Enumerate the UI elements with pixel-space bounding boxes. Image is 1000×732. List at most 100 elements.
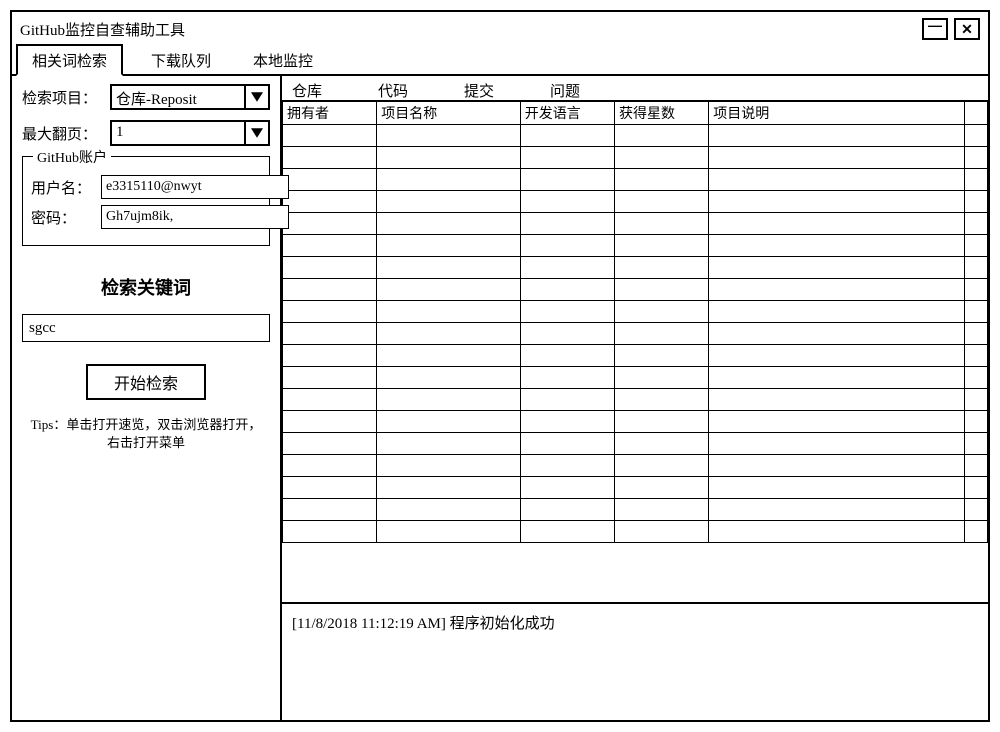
table-cell bbox=[709, 147, 965, 169]
table-cell bbox=[965, 213, 988, 235]
table-cell bbox=[614, 323, 708, 345]
table-cell bbox=[283, 455, 377, 477]
table-row[interactable] bbox=[283, 521, 988, 543]
max-page-select[interactable]: 1 bbox=[110, 120, 270, 146]
table-row[interactable] bbox=[283, 433, 988, 455]
table-cell bbox=[520, 235, 614, 257]
table-cell bbox=[709, 389, 965, 411]
tab-download-queue[interactable]: 下载队列 bbox=[137, 46, 225, 74]
search-button[interactable]: 开始检索 bbox=[86, 364, 206, 400]
table-cell bbox=[520, 411, 614, 433]
table-cell bbox=[283, 279, 377, 301]
table-cell bbox=[709, 235, 965, 257]
table-row[interactable] bbox=[283, 345, 988, 367]
table-cell bbox=[709, 323, 965, 345]
table-row[interactable] bbox=[283, 213, 988, 235]
subtab-commit[interactable]: 提交 bbox=[464, 80, 494, 98]
table-cell bbox=[965, 433, 988, 455]
table-cell bbox=[614, 235, 708, 257]
table-cell bbox=[283, 345, 377, 367]
search-item-select[interactable]: 仓库-Reposit bbox=[110, 84, 270, 110]
table-cell bbox=[965, 125, 988, 147]
tab-local-monitor[interactable]: 本地监控 bbox=[239, 46, 327, 74]
chevron-down-icon bbox=[244, 86, 268, 108]
table-cell bbox=[377, 367, 520, 389]
table-cell bbox=[377, 191, 520, 213]
github-account-group: GitHub账户 用户名： 密码： bbox=[22, 156, 270, 246]
password-input[interactable] bbox=[101, 205, 289, 229]
table-row[interactable] bbox=[283, 257, 988, 279]
table-cell bbox=[283, 125, 377, 147]
table-row[interactable] bbox=[283, 279, 988, 301]
close-button[interactable]: ✕ bbox=[954, 18, 980, 40]
table-header-row: 拥有者项目名称开发语言获得星数项目说明 bbox=[283, 102, 988, 125]
table-cell bbox=[377, 433, 520, 455]
table-cell bbox=[377, 147, 520, 169]
keyword-input[interactable] bbox=[22, 314, 270, 342]
search-item-label: 检索项目： bbox=[22, 87, 104, 108]
table-cell bbox=[614, 521, 708, 543]
table-cell bbox=[283, 389, 377, 411]
table-cell bbox=[283, 213, 377, 235]
table-cell bbox=[283, 257, 377, 279]
table-cell bbox=[614, 213, 708, 235]
table-cell bbox=[520, 279, 614, 301]
table-cell bbox=[377, 455, 520, 477]
scroll-gutter bbox=[965, 102, 988, 125]
sidebar: 检索项目： 仓库-Reposit 最大翻页： 1 Git bbox=[12, 76, 280, 720]
table-row[interactable] bbox=[283, 125, 988, 147]
table-cell bbox=[283, 521, 377, 543]
table-cell bbox=[520, 257, 614, 279]
minimize-button[interactable]: — bbox=[922, 18, 948, 40]
table-row[interactable] bbox=[283, 191, 988, 213]
table-cell bbox=[709, 367, 965, 389]
table-row[interactable] bbox=[283, 411, 988, 433]
table-body bbox=[283, 125, 988, 543]
table-cell bbox=[283, 191, 377, 213]
table-row[interactable] bbox=[283, 499, 988, 521]
table-cell bbox=[965, 367, 988, 389]
column-header[interactable]: 拥有者 bbox=[283, 102, 377, 125]
table-cell bbox=[520, 367, 614, 389]
table-cell bbox=[283, 367, 377, 389]
table-row[interactable] bbox=[283, 235, 988, 257]
search-item-row: 检索项目： 仓库-Reposit bbox=[22, 84, 270, 110]
subtab-repo[interactable]: 仓库 bbox=[292, 80, 322, 98]
column-header[interactable]: 项目说明 bbox=[709, 102, 965, 125]
table-cell bbox=[377, 499, 520, 521]
table-cell bbox=[614, 257, 708, 279]
table-cell bbox=[965, 323, 988, 345]
table-cell bbox=[614, 433, 708, 455]
table-cell bbox=[709, 477, 965, 499]
table-row[interactable] bbox=[283, 455, 988, 477]
tabstrip: 相关词检索 下载队列 本地监控 bbox=[12, 48, 988, 76]
table-cell bbox=[965, 345, 988, 367]
table-cell bbox=[614, 301, 708, 323]
table-row[interactable] bbox=[283, 169, 988, 191]
column-header[interactable]: 获得星数 bbox=[614, 102, 708, 125]
table-row[interactable] bbox=[283, 147, 988, 169]
tab-keyword-search[interactable]: 相关词检索 bbox=[16, 44, 123, 76]
table-cell bbox=[965, 147, 988, 169]
table-row[interactable] bbox=[283, 301, 988, 323]
table-row[interactable] bbox=[283, 323, 988, 345]
table-cell bbox=[965, 411, 988, 433]
table-cell bbox=[709, 279, 965, 301]
table-cell bbox=[965, 279, 988, 301]
column-header[interactable]: 开发语言 bbox=[520, 102, 614, 125]
table-cell bbox=[709, 345, 965, 367]
table-row[interactable] bbox=[283, 389, 988, 411]
username-input[interactable] bbox=[101, 175, 289, 199]
table-row[interactable] bbox=[283, 477, 988, 499]
table-row[interactable] bbox=[283, 367, 988, 389]
table-cell bbox=[709, 257, 965, 279]
subtab-code[interactable]: 代码 bbox=[378, 80, 408, 98]
table-cell bbox=[709, 169, 965, 191]
column-header[interactable]: 项目名称 bbox=[377, 102, 520, 125]
table-cell bbox=[377, 169, 520, 191]
table-cell bbox=[965, 169, 988, 191]
subtab-issue[interactable]: 问题 bbox=[550, 80, 580, 98]
table-cell bbox=[283, 235, 377, 257]
table-cell bbox=[520, 345, 614, 367]
tips-text: Tips：单击打开速览，双击浏览器打开，右击打开菜单 bbox=[28, 416, 264, 452]
